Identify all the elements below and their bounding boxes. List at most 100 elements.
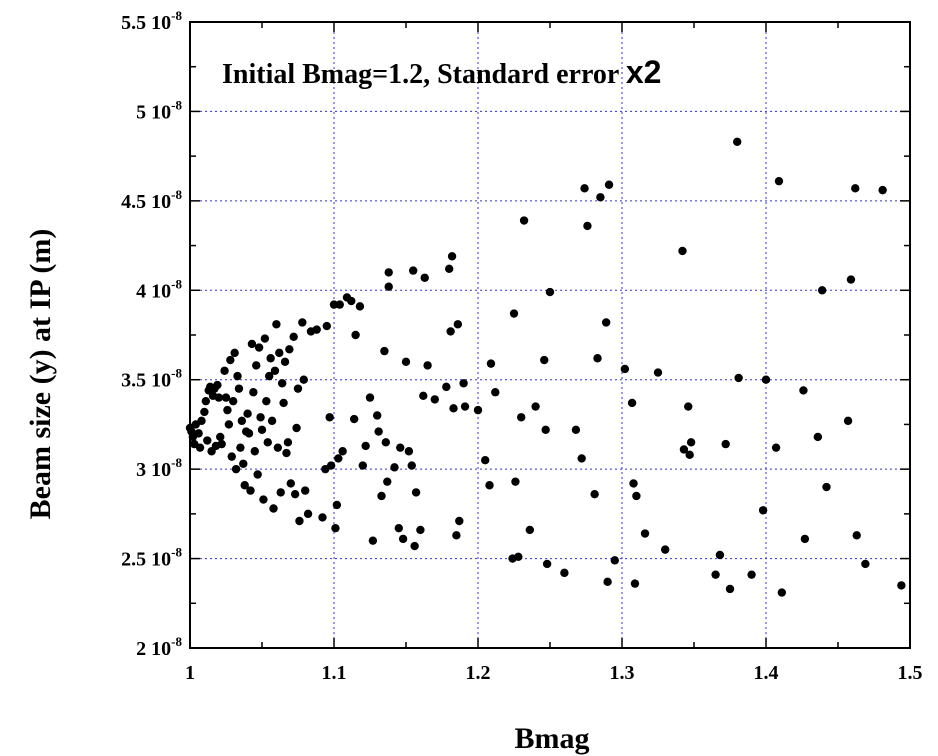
data-point [200, 407, 209, 417]
grid-lines [190, 22, 910, 648]
data-point [423, 361, 432, 370]
data-point [398, 534, 408, 544]
data-point [250, 447, 259, 456]
data-point [771, 443, 781, 452]
data-point [861, 559, 870, 569]
data-point [292, 423, 301, 433]
data-point [777, 588, 787, 597]
data-point [446, 327, 455, 336]
y-tick-exponent: -8 [171, 97, 182, 112]
data-point [384, 282, 393, 291]
data-point [531, 402, 540, 411]
data-point [325, 413, 334, 422]
data-point [223, 405, 232, 415]
y-tick-label: 5.5 10-8 [121, 8, 182, 34]
data-point [318, 513, 327, 522]
y-tick-exponent: -8 [171, 455, 182, 470]
data-point [630, 579, 640, 588]
x-tick-label: 1.3 [610, 662, 635, 684]
data-point [276, 488, 285, 497]
data-point [289, 332, 298, 341]
data-point [897, 581, 906, 590]
data-point [283, 438, 293, 447]
x-tick-label: 1.2 [466, 662, 491, 684]
data-point [684, 402, 693, 411]
data-point [509, 309, 519, 318]
y-tick-exponent: -8 [171, 634, 182, 649]
data-point [201, 396, 211, 406]
data-point [194, 429, 203, 438]
data-point [525, 525, 535, 535]
data-point [452, 531, 461, 540]
y-tick-exponent: -8 [171, 8, 182, 23]
data-point [380, 346, 389, 356]
data-point [799, 386, 808, 395]
data-point [813, 432, 823, 442]
data-point [620, 364, 630, 374]
data-point [259, 495, 268, 504]
data-point [240, 481, 249, 490]
data-point [239, 459, 248, 468]
data-point [301, 486, 310, 495]
data-point [326, 461, 336, 470]
data-point [368, 536, 378, 545]
data-point [335, 300, 344, 309]
data-point [596, 193, 605, 202]
data-point [244, 429, 254, 438]
data-point [822, 482, 831, 492]
data-point [355, 302, 365, 311]
data-point [460, 402, 470, 411]
data-point [610, 556, 619, 565]
data-point [640, 529, 650, 538]
data-point [593, 354, 602, 363]
data-point [725, 584, 735, 594]
data-point [266, 354, 275, 363]
data-point [282, 448, 291, 458]
y-tick-exponent: -8 [171, 545, 182, 560]
x-tick-label: 1.1 [322, 662, 347, 684]
data-point [234, 384, 244, 393]
data-point [878, 185, 887, 195]
data-point [383, 477, 392, 486]
data-point [430, 395, 439, 404]
data-point [404, 447, 414, 456]
data-point [394, 523, 403, 533]
y-tick-label: 5 10-8 [136, 97, 182, 123]
y-tick-mantissa: 4 10 [136, 280, 171, 302]
data-point [843, 416, 853, 426]
axis-ticks [189, 21, 911, 649]
data-point [416, 525, 425, 535]
annotation-text: Initial Bmag=1.2, Standard error [222, 59, 626, 90]
y-tick-mantissa: 3.5 10 [121, 370, 171, 392]
data-point [491, 388, 500, 397]
data-point [486, 359, 496, 368]
data-point [260, 334, 270, 343]
data-point [396, 443, 405, 452]
data-point [226, 355, 235, 365]
data-point [334, 454, 343, 463]
data-point [216, 432, 225, 442]
data-point [303, 509, 313, 519]
data-point [254, 343, 264, 352]
y-tick-label: 4.5 10-8 [121, 187, 182, 213]
data-point [401, 357, 411, 367]
data-point [661, 545, 670, 554]
data-point [290, 489, 300, 499]
data-point [257, 425, 267, 434]
data-point [237, 416, 247, 426]
y-tick-mantissa: 5 10 [136, 101, 171, 123]
data-point [293, 384, 303, 393]
data-point [627, 398, 637, 408]
data-point [351, 330, 360, 340]
data-point [851, 184, 860, 193]
data-point [679, 445, 689, 454]
y-tick-mantissa: 2.5 10 [121, 549, 171, 571]
data-point [230, 348, 239, 358]
data-point [734, 373, 743, 383]
y-tick-label: 2 10-8 [136, 634, 182, 660]
data-point [453, 320, 463, 329]
data-point [329, 300, 339, 309]
y-tick-mantissa: 5.5 10 [121, 12, 171, 34]
data-point [747, 570, 756, 579]
